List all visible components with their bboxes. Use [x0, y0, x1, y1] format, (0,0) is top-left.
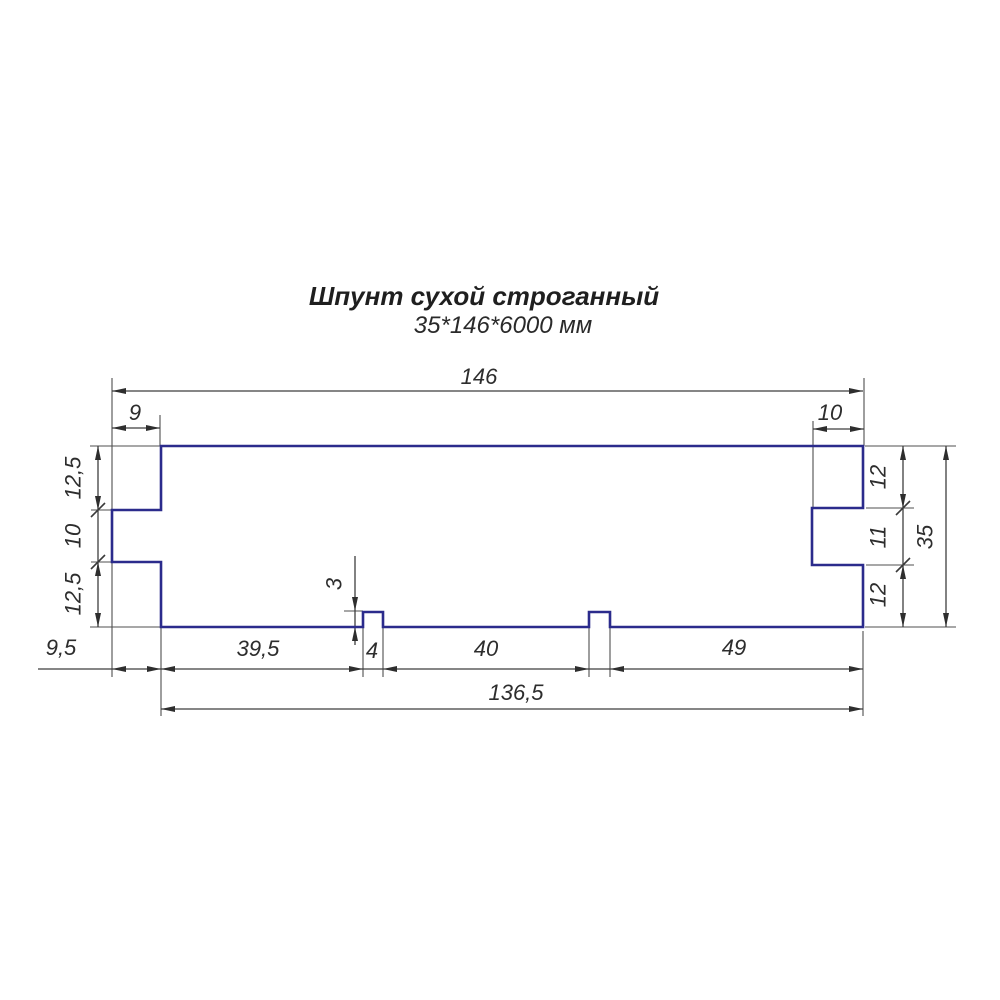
- dim-overall-width: 146: [461, 364, 498, 389]
- dim-tongue-length: 9: [129, 400, 141, 425]
- dim-groove-depth: 10: [818, 400, 843, 425]
- dim-left-top: 12,5: [61, 456, 86, 500]
- dim-bottom-right: 49: [722, 635, 746, 660]
- dim-left-middle: 10: [61, 523, 86, 548]
- board-profile: [110, 444, 865, 629]
- dimension-lines: [38, 390, 947, 710]
- drawing-title: Шпунт сухой строганный: [309, 281, 659, 311]
- tick-marks: [90, 500, 911, 573]
- dim-right-middle: 11: [866, 526, 891, 549]
- dim-bottom-left: 39,5: [237, 636, 281, 661]
- dim-bottom-notch: 4: [366, 638, 378, 663]
- drawing-subtitle: 35*146*6000 мм: [414, 312, 592, 339]
- dim-notch-height: 3: [322, 577, 347, 590]
- dim-body-width: 136,5: [488, 680, 544, 705]
- dim-bottom-middle: 40: [474, 636, 499, 661]
- dim-left-bottom: 12,5: [61, 572, 86, 616]
- dim-right-top: 12: [866, 465, 891, 489]
- dim-bottom-tongue: 9,5: [46, 635, 77, 660]
- arrowheads: [95, 388, 949, 712]
- dim-right-bottom: 12: [866, 583, 891, 607]
- dim-thickness: 35: [913, 524, 938, 549]
